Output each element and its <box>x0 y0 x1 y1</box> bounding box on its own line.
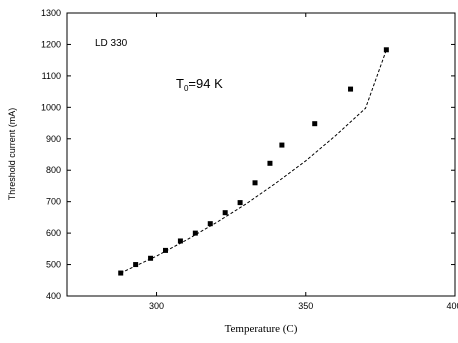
y-tick-label: 1100 <box>42 71 61 81</box>
data-point <box>177 238 183 244</box>
data-point <box>279 142 285 148</box>
data-point <box>162 247 168 253</box>
y-axis-ticks: 400 500 600 700 800 900 1000 1100 1200 1300 <box>41 8 455 301</box>
sample-label: LD 330 <box>95 38 128 49</box>
y-tick-label: 600 <box>46 228 61 238</box>
data-point <box>118 270 124 276</box>
t0-symbol: T <box>176 76 184 91</box>
y-tick-label: 1000 <box>41 102 61 112</box>
y-axis-label: Threshold current (mA) <box>7 108 17 201</box>
x-axis-ticks: 300 350 400 <box>149 13 458 311</box>
y-tick-label: 400 <box>46 291 61 301</box>
x-tick-label: 400 <box>446 301 458 311</box>
data-point <box>252 180 258 186</box>
x-axis-label: Temperature (C) <box>225 323 298 335</box>
y-tick-label: 700 <box>46 197 61 207</box>
y-tick-label: 800 <box>46 165 61 175</box>
data-point <box>267 160 273 166</box>
data-point <box>348 86 354 92</box>
data-point <box>148 255 154 261</box>
x-tick-label: 350 <box>298 301 313 311</box>
t0-value: =94 K <box>188 76 223 91</box>
y-tick-label: 1200 <box>41 39 61 49</box>
data-point <box>312 121 318 127</box>
t0-annotation: T0=94 K <box>176 76 223 93</box>
data-point <box>133 262 139 268</box>
x-tick-label: 300 <box>149 301 164 311</box>
data-point <box>383 47 389 53</box>
y-tick-label: 900 <box>46 134 61 144</box>
plot-frame <box>66 12 456 297</box>
fit-curve <box>120 49 387 274</box>
data-point <box>192 230 198 236</box>
data-point <box>207 221 213 227</box>
data-point <box>237 200 243 206</box>
t0-subscript: 0 <box>184 84 189 93</box>
data-point <box>222 210 228 216</box>
y-tick-label: 500 <box>46 260 61 270</box>
data-points <box>118 47 389 276</box>
y-tick-label: 1300 <box>41 8 61 18</box>
